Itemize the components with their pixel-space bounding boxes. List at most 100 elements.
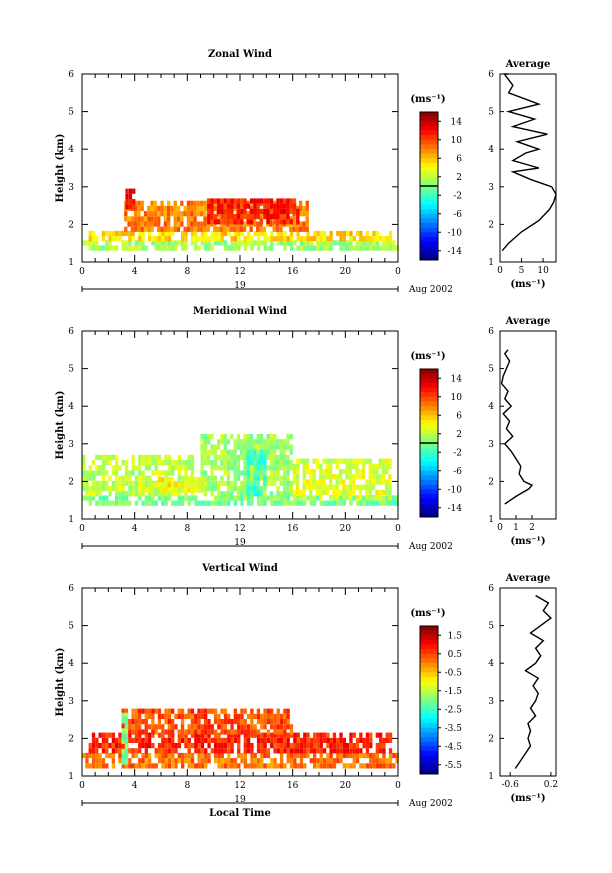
heatmap-cell: [276, 454, 280, 460]
heatmap-cell: [296, 208, 300, 214]
heatmap-cell: [313, 758, 317, 764]
heatmap-cell: [111, 480, 115, 486]
heatmap-cell: [161, 500, 165, 506]
heatmap-cell: [263, 763, 267, 769]
heatmap-cell: [115, 500, 119, 506]
heatmap-cell: [296, 748, 300, 754]
heatmap-cell: [118, 475, 122, 481]
heatmap-cell: [256, 208, 260, 214]
heatmap-cell: [283, 444, 287, 450]
heatmap-cell: [217, 219, 221, 225]
heatmap-cell: [173, 216, 177, 222]
heatmap-cell: [167, 454, 172, 460]
heatmap-cell: [249, 454, 254, 460]
y-tick-label: 4: [68, 402, 74, 412]
heatmap-cell: [305, 479, 310, 485]
heatmap-cell: [220, 236, 224, 242]
colorbar-segment: [420, 213, 438, 219]
heatmap-cell: [154, 748, 158, 754]
heatmap-cell: [183, 211, 187, 217]
heatmap-cell: [157, 477, 161, 483]
heatmap-cell: [385, 495, 389, 501]
heatmap-cell: [190, 200, 194, 206]
heatmap-cell: [161, 482, 165, 488]
heatmap-cell: [190, 495, 195, 501]
heatmap-cell: [196, 200, 200, 206]
heatmap-cell: [200, 729, 204, 735]
heatmap-cell: [269, 475, 274, 481]
heatmap-cell: [115, 491, 119, 497]
heatmap-cell: [98, 743, 102, 749]
heatmap-cell: [280, 763, 284, 769]
heatmap-cell: [227, 743, 231, 749]
colorbar-segment: [420, 181, 438, 187]
heatmap-cell: [348, 458, 353, 464]
heatmap-cell: [217, 208, 221, 214]
heatmap-cell: [293, 240, 297, 246]
heatmap-cell: [171, 708, 175, 714]
colorbar-tick-label: 2: [456, 173, 462, 183]
heatmap-cell: [150, 211, 154, 217]
heatmap-cell: [200, 486, 204, 492]
heatmap-cell: [273, 737, 277, 743]
heatmap-cell: [382, 500, 386, 506]
heatmap-cell: [124, 470, 129, 476]
heatmap-cell: [121, 480, 125, 486]
heatmap-cell: [197, 743, 201, 749]
heatmap-cell: [138, 240, 142, 246]
heatmap-cell: [256, 737, 261, 743]
heatmap-cell: [349, 236, 353, 242]
heatmap-cell: [342, 489, 346, 495]
heatmap-cell: [220, 737, 224, 743]
heatmap-cell: [190, 230, 195, 237]
heatmap-cell: [151, 708, 155, 714]
heatmap-cell: [236, 454, 241, 460]
heatmap-cell: [151, 236, 155, 242]
heatmap-cell: [151, 482, 155, 488]
heatmap-cell: [269, 480, 274, 486]
heatmap-cell: [263, 486, 267, 492]
colorbar-segment: [420, 424, 438, 430]
heatmap-cell: [346, 752, 350, 759]
heatmap-cell: [332, 748, 337, 754]
heatmap-cell: [385, 489, 389, 495]
heatmap-cell: [124, 754, 129, 760]
heatmap-cell: [85, 758, 89, 764]
heatmap-cell: [246, 200, 250, 206]
heatmap-cell: [128, 719, 132, 725]
y-tick-label: 5: [68, 622, 74, 632]
heatmap-cell: [349, 752, 353, 759]
heatmap-cell: [316, 245, 320, 251]
heatmap-cell: [91, 737, 96, 743]
heatmap-cell: [230, 491, 234, 497]
heatmap-cell: [326, 245, 330, 251]
heatmap-cell: [250, 236, 254, 242]
colorbar-segment: [420, 503, 438, 509]
heatmap-cell: [207, 449, 211, 455]
heatmap-cell: [365, 743, 370, 749]
heatmap-cell: [147, 724, 152, 730]
heatmap-cell: [193, 200, 197, 206]
heatmap-cell: [338, 458, 343, 464]
heatmap-cell: [342, 230, 346, 237]
heatmap-cell: [226, 439, 231, 445]
heatmap-cell: [326, 763, 330, 769]
heatmap-cell: [210, 470, 214, 476]
heatmap-cell: [309, 489, 313, 495]
heatmap-cell: [118, 737, 122, 743]
heatmap-cell: [246, 454, 250, 460]
heatmap-cell: [134, 763, 139, 769]
heatmap-cell: [184, 470, 188, 476]
heatmap-cell: [210, 198, 214, 204]
heatmap-cell: [286, 713, 290, 719]
heatmap-cell: [95, 752, 99, 759]
heatmap-cell: [210, 465, 214, 471]
heatmap-cell: [154, 500, 158, 506]
heatmap-cell: [207, 724, 211, 730]
heatmap-cell: [233, 763, 238, 769]
average-y-tick-label: 4: [488, 659, 494, 669]
heatmap-cell: [253, 713, 257, 719]
heatmap-cell: [319, 500, 323, 506]
colorbar-segment: [420, 209, 438, 215]
heatmap-cell: [332, 732, 337, 738]
